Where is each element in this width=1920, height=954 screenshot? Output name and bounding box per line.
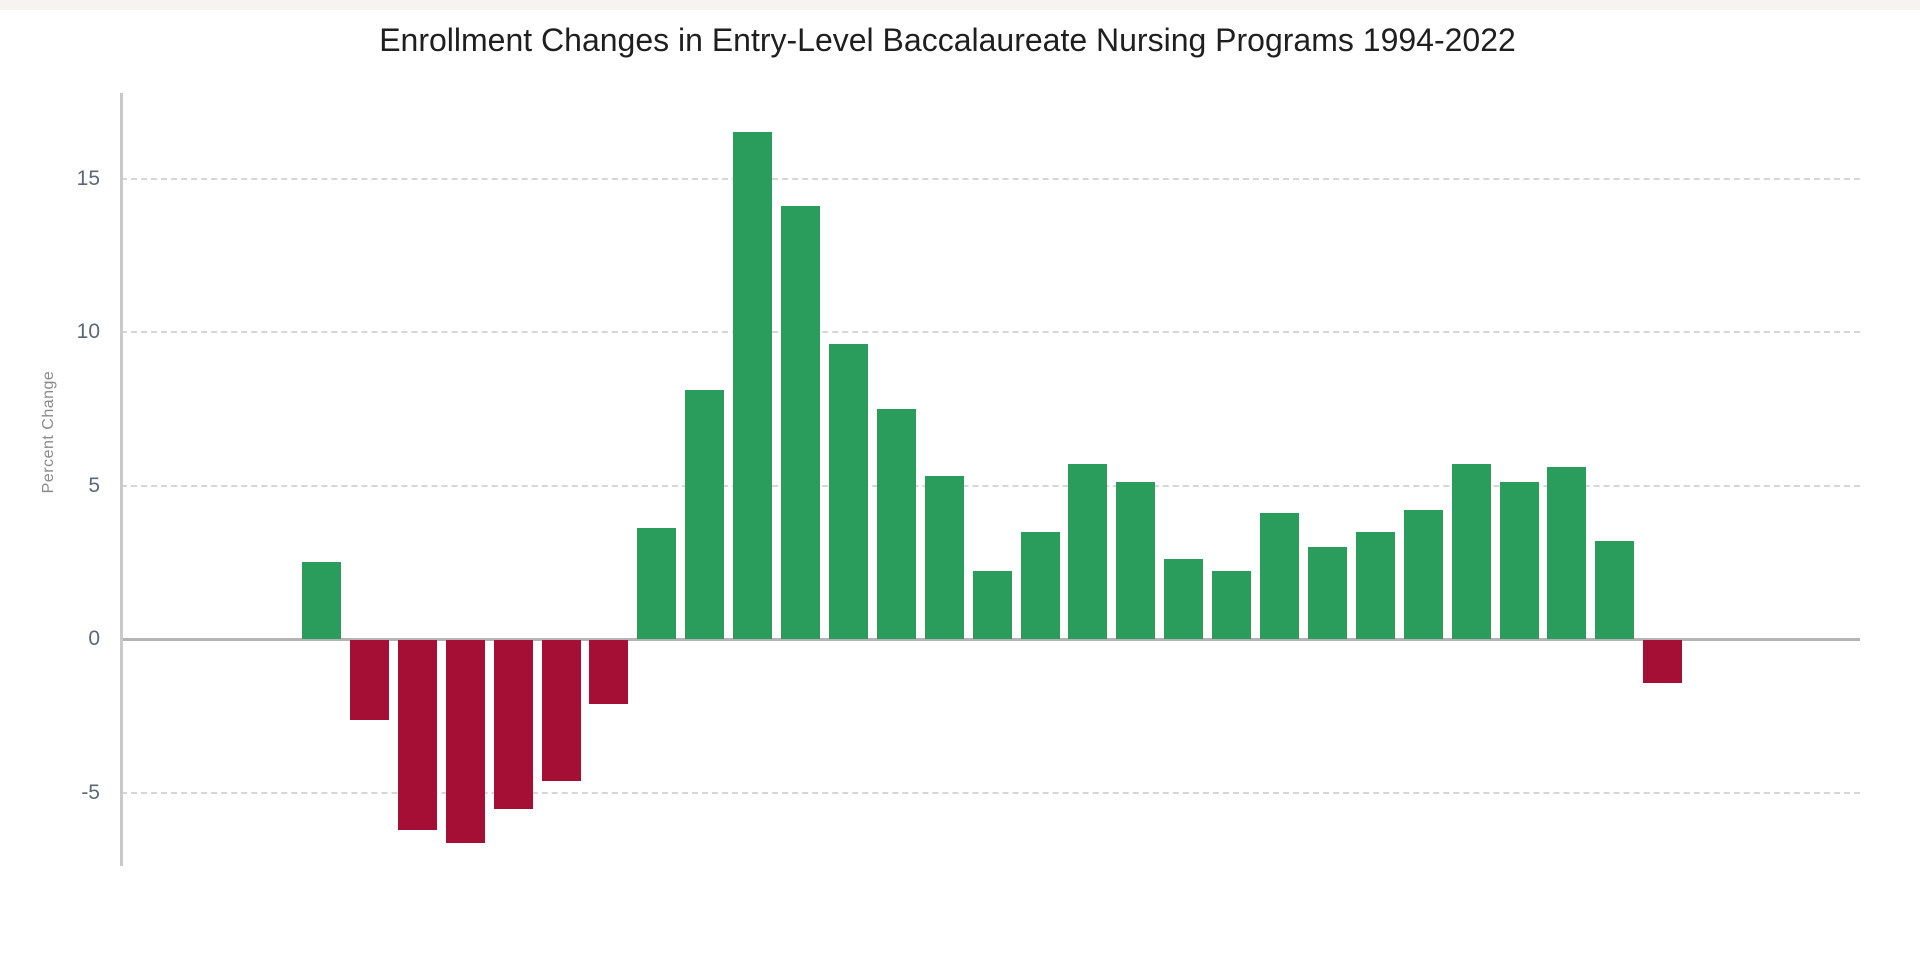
y-tick-label--5: -5 <box>81 781 100 804</box>
bar-1995 <box>350 640 389 720</box>
bar-2017 <box>1404 510 1443 639</box>
bar-2010 <box>1068 464 1107 639</box>
bar-1999 <box>542 640 581 781</box>
bar-2006 <box>877 409 916 639</box>
bar-2004 <box>781 206 820 639</box>
bar-2013 <box>1212 571 1251 639</box>
bar-2011 <box>1116 482 1155 639</box>
bar-2021 <box>1595 541 1634 639</box>
y-axis-line <box>120 93 123 866</box>
y-tick-label-10: 10 <box>76 320 100 343</box>
gridline-10 <box>121 331 1860 333</box>
bar-2015 <box>1308 547 1347 639</box>
bar-2018 <box>1452 464 1491 639</box>
chart-title: Enrollment Changes in Entry-Level Baccal… <box>379 22 1516 58</box>
bar-2005 <box>829 344 868 639</box>
y-tick-label-15: 15 <box>76 167 100 190</box>
gridline--5 <box>121 792 1860 794</box>
bar-2001 <box>637 528 676 639</box>
bar-2007 <box>925 476 964 639</box>
bar-2000 <box>589 640 628 704</box>
bar-1998 <box>494 640 533 809</box>
bar-2020 <box>1547 467 1586 639</box>
gridline-15 <box>121 178 1860 180</box>
bar-2016 <box>1356 532 1395 639</box>
bar-2012 <box>1164 559 1203 639</box>
bar-2022 <box>1643 640 1682 683</box>
y-tick-label-5: 5 <box>88 474 100 497</box>
bar-2009 <box>1021 532 1060 639</box>
gridline-5 <box>121 485 1860 487</box>
y-tick-label-0: 0 <box>88 627 100 650</box>
bar-2008 <box>973 571 1012 639</box>
y-axis-title: Percent Change <box>40 370 57 494</box>
top-strip <box>0 0 1920 10</box>
bar-2019 <box>1500 482 1539 639</box>
bar-2002 <box>685 390 724 639</box>
zero-gridline <box>121 638 1860 641</box>
bar-1996 <box>398 640 437 830</box>
bar-1994 <box>302 562 341 639</box>
bar-2014 <box>1260 513 1299 639</box>
bar-2003 <box>733 132 772 639</box>
bar-1997 <box>446 640 485 843</box>
